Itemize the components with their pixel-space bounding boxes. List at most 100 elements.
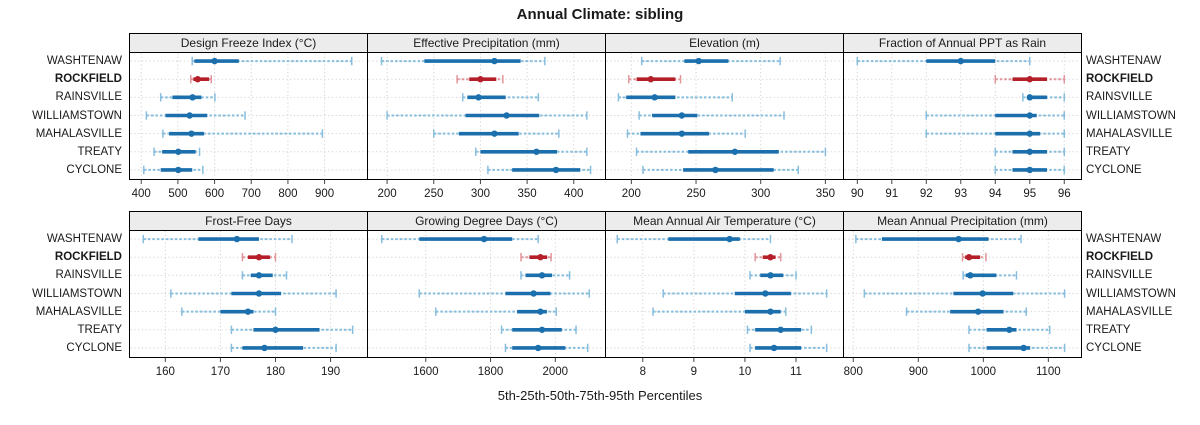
median-dot-williamstown (186, 112, 193, 119)
row-label-treaty: TREATY (1086, 323, 1131, 336)
median-dot-williamstown (503, 112, 510, 119)
x-axis-tick-label: 2000 (543, 366, 569, 378)
row-label-williamstown: WILLIAMSTOWN (32, 109, 122, 122)
x-axis-tick-label: 96 (1058, 188, 1071, 200)
x-axis-tick-label: 170 (211, 366, 230, 378)
x-axis-tick-label: 250 (686, 188, 705, 200)
median-dot-treaty (533, 148, 540, 155)
median-dot-washtenaw (480, 235, 488, 243)
panel-title: Growing Degree Days (°C) (415, 214, 558, 228)
panel-title: Mean Annual Air Temperature (°C) (633, 214, 816, 228)
panel-title: Elevation (m) (689, 36, 760, 50)
x-axis-tick-label: 8 (640, 366, 646, 378)
x-axis-tick-label: 90 (851, 188, 864, 200)
row-label-rockfield: ROCKFIELD (1086, 73, 1154, 86)
x-axis-tick-label: 92 (920, 188, 933, 200)
x-axis-tick-label: 250 (424, 188, 443, 200)
panel-mean-annual-precipitation-mm: Mean Annual Precipitation (mm) 800 900 1000… (843, 211, 1082, 378)
median-dot-williamstown (762, 290, 769, 297)
row-label-cyclone: CYCLONE (1086, 163, 1142, 176)
x-axis-tick-label: 10 (739, 366, 752, 378)
x-axis-tick-label: 11 (790, 366, 802, 378)
median-dot-cyclone (534, 344, 542, 352)
median-dot-mahalasville (1026, 130, 1033, 137)
x-axis-tick-label: 350 (816, 188, 835, 200)
x-axis-tick-label: 91 (885, 188, 898, 200)
x-axis-tick-label: 200 (622, 188, 641, 200)
x-axis-tick-label: 94 (989, 188, 1002, 200)
median-dot-cyclone (1026, 166, 1033, 174)
median-dot-treaty (175, 148, 182, 155)
median-dot-washtenaw (957, 57, 964, 65)
median-dot-rainsville (189, 94, 196, 101)
median-dot-cyclone (1020, 344, 1027, 352)
row-label-rockfield: ROCKFIELD (54, 251, 122, 264)
median-dot-williamstown (1026, 112, 1033, 119)
median-dot-treaty (538, 326, 546, 333)
median-dot-rockfield (194, 76, 201, 83)
x-axis-tick-label: 1800 (478, 366, 504, 378)
x-axis-tick-label: 800 (844, 366, 863, 378)
median-dot-treaty (1026, 148, 1033, 155)
x-axis-tick-label: 160 (156, 366, 175, 378)
panel-title: Fraction of Annual PPT as Rain (879, 36, 1046, 50)
x-axis-tick-label: 190 (321, 366, 340, 378)
row-label-rainsville: RAINSVILLE (1086, 91, 1153, 104)
row-label-williamstown: WILLIAMSTOWN (32, 287, 122, 300)
median-dot-cyclone (712, 166, 719, 174)
median-dot-rainsville (651, 94, 658, 101)
x-axis-tick-label: 9 (691, 366, 697, 378)
median-dot-mahalasville (537, 308, 544, 315)
median-dot-mahalasville (767, 308, 774, 315)
median-dot-washtenaw (695, 57, 702, 65)
x-axis-tick-label: 300 (751, 188, 770, 200)
median-dot-treaty (731, 148, 739, 155)
row-label-treaty: TREATY (77, 145, 122, 158)
median-dot-cyclone (552, 166, 560, 174)
row-label-mahalasville: MAHALASVILLE (1086, 305, 1173, 318)
row-label-washtenaw: WASHTENAW (1086, 233, 1162, 246)
median-dot-williamstown (678, 112, 686, 119)
x-axis-tick-label: 1600 (413, 366, 439, 378)
panel-title: Mean Annual Precipitation (mm) (877, 214, 1048, 228)
x-axis-tick-label: 1000 (971, 366, 997, 378)
median-dot-rockfield (965, 254, 973, 261)
median-dot-treaty (1006, 326, 1013, 333)
row-label-rainsville: RAINSVILLE (55, 91, 122, 104)
row-label-mahalasville: MAHALASVILLE (35, 305, 122, 318)
panel-growing-degree-days-c: Growing Degree Days (°C) 1600 1800 2000 (367, 211, 606, 378)
panel-title: Design Freeze Index (°C) (181, 36, 317, 50)
row-label-washtenaw: WASHTENAW (1086, 55, 1162, 68)
median-dot-rockfield (647, 76, 654, 83)
x-axis-tick-label: 500 (168, 188, 187, 200)
median-dot-rockfield (255, 254, 263, 261)
row-label-washtenaw: WASHTENAW (46, 233, 122, 246)
median-dot-williamstown (255, 290, 263, 297)
row-label-treaty: TREATY (77, 323, 122, 336)
median-dot-cyclone (261, 344, 268, 352)
row-label-williamstown: WILLIAMSTOWN (1086, 287, 1176, 300)
row-label-cyclone: CYCLONE (66, 163, 122, 176)
x-axis-tick-label: 1100 (1036, 366, 1061, 378)
row-label-rainsville: RAINSVILLE (1086, 269, 1153, 282)
row-label-treaty: TREATY (1086, 145, 1131, 158)
x-axis-tick-label: 200 (378, 188, 397, 200)
panel-mean-annual-air-temperature-c: Mean Annual Air Temperature (°C) 8 9 10 11 (605, 211, 844, 378)
x-axis-tick-label: 900 (909, 366, 928, 378)
median-dot-washtenaw (726, 235, 733, 243)
median-dot-williamstown (530, 290, 537, 297)
panel-effective-precipitation-mm: Effective Precipitation (mm) 200 250 300 350… (367, 33, 606, 200)
median-dot-treaty (777, 326, 784, 333)
median-dot-rockfield (537, 254, 544, 261)
row-label-washtenaw: WASHTENAW (46, 55, 122, 68)
median-dot-rainsville (767, 272, 774, 279)
median-dot-washtenaw (233, 235, 241, 243)
x-axis-tick-label: 400 (564, 188, 583, 200)
median-dot-cyclone (770, 344, 778, 352)
x-axis-tick-label: 400 (132, 188, 151, 200)
x-axis-tick-label: 700 (242, 188, 261, 200)
median-dot-mahalasville (491, 130, 498, 137)
panel-design-freeze-index-c: Design Freeze Index (°C) 400 500 600 700 800 9… (129, 33, 368, 200)
median-dot-mahalasville (188, 130, 195, 137)
median-dot-mahalasville (244, 308, 252, 315)
